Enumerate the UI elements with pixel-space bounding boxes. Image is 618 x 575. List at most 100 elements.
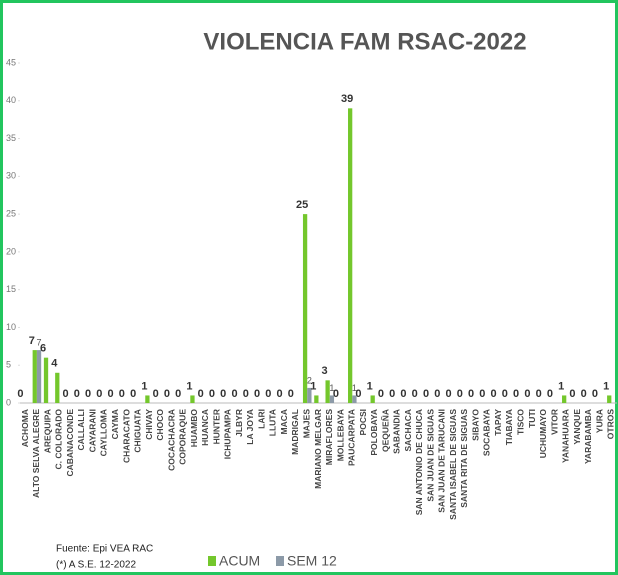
x-tick-label: LA JOYA [245, 409, 255, 445]
x-tick-label: YANAHUARA [561, 409, 571, 463]
value-label: 0 [389, 388, 395, 400]
x-tick-label: UCHUMAYO [538, 409, 548, 459]
bar [302, 214, 308, 403]
chart-title: VIOLENCIA FAM RSAC-2022 [203, 28, 526, 55]
value-label: 0 [378, 388, 384, 400]
value-label: 0 [581, 388, 587, 400]
bar [607, 395, 612, 403]
value-label: 1 [310, 380, 316, 392]
value-label: 25 [296, 199, 308, 211]
x-tick-label: COPORAQUE [178, 409, 188, 465]
value-label: 0 [412, 388, 418, 400]
x-tick-label: MOLLEBAYA [335, 409, 345, 461]
x-tick-label: HUANCA [200, 409, 210, 446]
x-tick-label: MARIANO MELGAR [313, 409, 323, 489]
value-label: 0 [175, 388, 181, 400]
x-tick-label: HUAMBO [189, 409, 199, 448]
x-tick-label: POCSI [358, 409, 368, 435]
x-tick-label: YURA [594, 409, 604, 433]
x-tick-label: HUNTER [211, 409, 221, 444]
x-tick-label: TISCO [516, 409, 526, 435]
value-label: 0 [62, 388, 68, 400]
x-tick-label: C. COLORADO [54, 409, 64, 470]
x-tick-label: LARI [256, 409, 266, 429]
value-label: 6 [40, 343, 46, 355]
x-tick-label: CAYMA [110, 409, 120, 439]
value-label: 3 [322, 365, 328, 377]
value-label: 4 [51, 358, 58, 370]
value-label: 0 [400, 388, 406, 400]
value-label: 0 [17, 388, 23, 400]
value-label: 1 [329, 383, 334, 393]
value-label: 1 [367, 380, 373, 392]
value-label: 39 [341, 93, 353, 105]
x-tick-label: MADRIGAL [290, 409, 300, 455]
y-tick-label: 15 [6, 284, 16, 294]
x-tick-label: CHIGUATA [133, 409, 143, 453]
value-label: 1 [603, 380, 609, 392]
x-tick-label: CALLALLI [76, 409, 86, 451]
bar [314, 395, 319, 403]
x-tick-label: ICHUPAMPA [223, 409, 233, 459]
value-label: 0 [243, 388, 249, 400]
x-tick-label: YANQUE [572, 409, 582, 445]
value-label: 7 [29, 335, 35, 347]
x-tick-label: SAN JUAN DE SIGUAS [425, 409, 435, 502]
x-tick-label: JLBYR [234, 409, 244, 437]
value-label: 0 [513, 388, 519, 400]
value-label: 0 [333, 388, 339, 400]
value-label: 1 [558, 380, 564, 392]
value-label: 0 [491, 388, 497, 400]
value-label: 7 [37, 337, 42, 347]
legend-swatch [208, 556, 216, 566]
x-tick-label: CABANACONDE [65, 409, 75, 477]
y-tick-label: 20 [6, 246, 16, 256]
x-tick-label: TIABAYA [504, 409, 514, 445]
y-tick-label: 0 [6, 397, 11, 407]
value-label: 0 [153, 388, 159, 400]
value-label: 1 [352, 383, 357, 393]
value-label: 0 [198, 388, 204, 400]
y-tick-label: 5 [6, 360, 11, 370]
value-label: 0 [209, 388, 215, 400]
value-label: 0 [536, 388, 542, 400]
x-tick-label: POLOBAYA [369, 409, 379, 456]
value-label: 0 [457, 388, 463, 400]
x-tick-label: OTROS [606, 409, 616, 440]
value-label: 0 [468, 388, 474, 400]
x-tick-label: CAYLLOMA [99, 409, 109, 456]
x-tick-label: ACHOMA [20, 409, 30, 447]
bar [55, 372, 60, 403]
x-tick-label: SANTA RITA DE SIGUAS [459, 409, 469, 508]
value-label: 0 [547, 388, 553, 400]
x-tick-label: SAN ANTONIO DE CHUCA [414, 409, 424, 515]
legend-label: SEM 12 [287, 553, 337, 569]
x-tick-label: TAPAY [493, 409, 503, 436]
x-tick-label: SACHACA [403, 409, 413, 452]
x-tick-label: SANTA ISABEL DE SIGUAS [448, 409, 458, 520]
bar [190, 395, 195, 403]
x-tick-label: QEQUEÑA [380, 409, 390, 452]
x-tick-label: SAN JUAN DE TARUCANI [437, 409, 447, 513]
legend-swatch [276, 556, 284, 566]
y-tick-label: 35 [6, 133, 16, 143]
bar [348, 108, 353, 403]
y-tick-label: 10 [6, 322, 16, 332]
value-label: 0 [96, 388, 102, 400]
x-tick-label: ALTO SELVA ALEGRE [31, 409, 41, 498]
value-label: 0 [434, 388, 440, 400]
y-tick-label: 25 [6, 208, 16, 218]
y-tick-label: 30 [6, 171, 16, 181]
x-tick-label: MIRAFLORES [324, 409, 334, 466]
value-label: 0 [569, 388, 575, 400]
value-label: 0 [479, 388, 485, 400]
x-tick-label: SOCABAYA [482, 409, 492, 456]
x-tick-label: YARABAMBA [583, 409, 593, 464]
x-tick-label: MACA [279, 409, 289, 435]
value-label: 0 [277, 388, 283, 400]
bar [352, 395, 357, 403]
y-tick-label: 45 [6, 57, 16, 67]
bar [145, 395, 150, 403]
